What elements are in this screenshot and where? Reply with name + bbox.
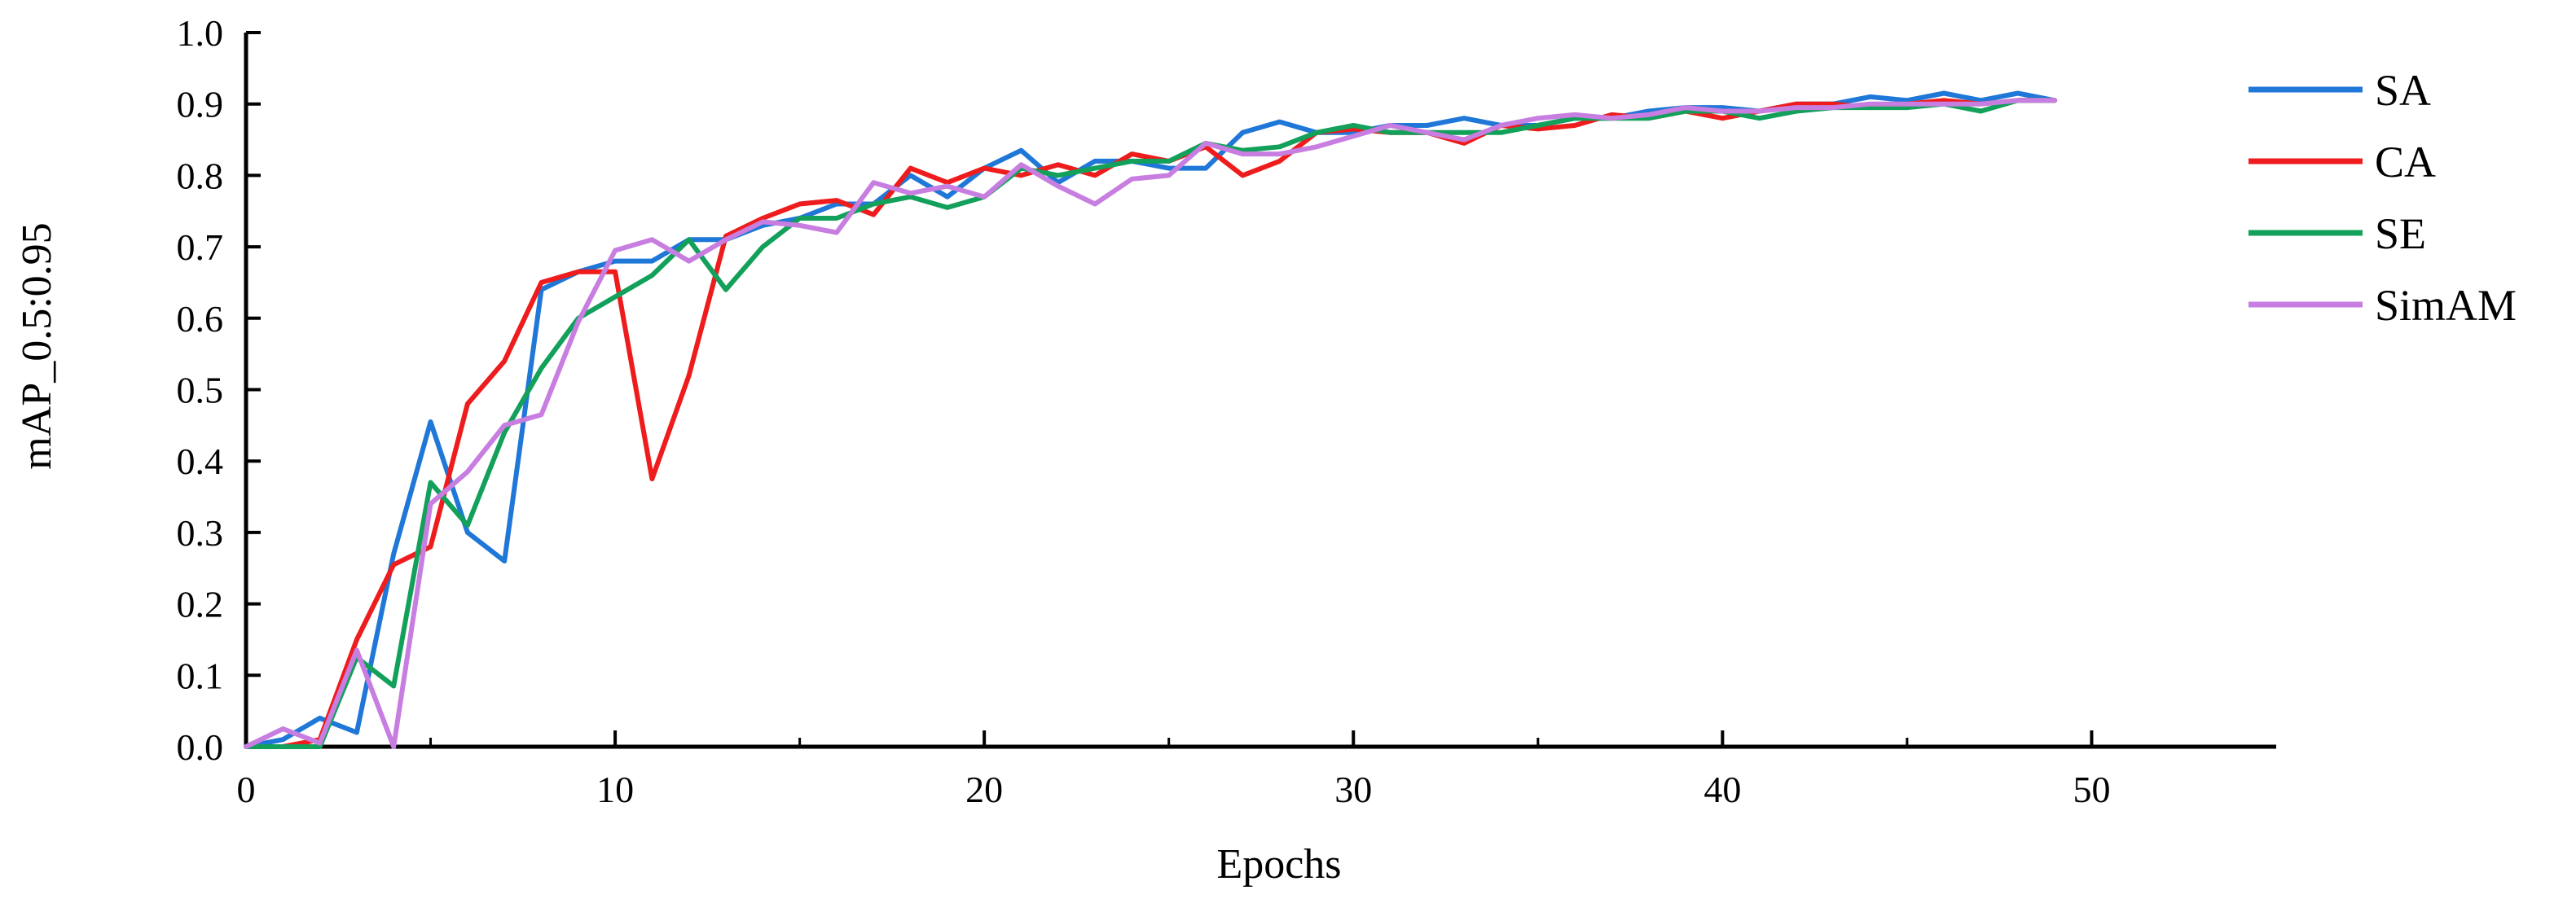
x-tick-label: 50 [2073,769,2110,810]
axes: 0.0 0.1 0.2 0.3 0.4 0.5 0.6 0.7 0.8 0.9 1.0 0 10 20 30… [177,12,2276,810]
x-tick-label: 40 [1703,769,1741,810]
y-tick-label: 0.2 [177,584,224,625]
series-line-se [244,98,2058,749]
x-tick-label: 30 [1334,769,1372,810]
y-tick-label: 0.1 [177,655,224,696]
legend: SA CA SE SimAM [2249,66,2517,330]
series-lines [244,90,2058,749]
y-tick-label: 0.4 [177,441,224,482]
y-tick-label: 0.6 [177,298,224,340]
x-tick-label: 20 [965,769,1003,810]
y-tick-label: 0.5 [177,370,224,411]
x-tick-label: 0 [237,769,256,810]
y-tick-label: 0.7 [177,226,224,268]
series-line-simam [244,98,2058,749]
x-axis-title: Epochs [1216,841,1341,888]
y-tick-label: 0.8 [177,155,224,196]
legend-label-sa: SA [2375,66,2431,115]
legend-label-ca: CA [2375,138,2436,186]
y-tick-label: 1.0 [177,12,224,54]
legend-label-simam: SimAM [2375,281,2517,330]
y-axis-title: mAP_0.5:0.95 [14,222,60,469]
legend-label-se: SE [2375,209,2426,258]
x-tick-label: 10 [596,769,634,810]
y-tick-label: 0.3 [177,512,224,554]
y-tick-label: 0.0 [177,726,224,768]
y-tick-label: 0.9 [177,84,224,125]
